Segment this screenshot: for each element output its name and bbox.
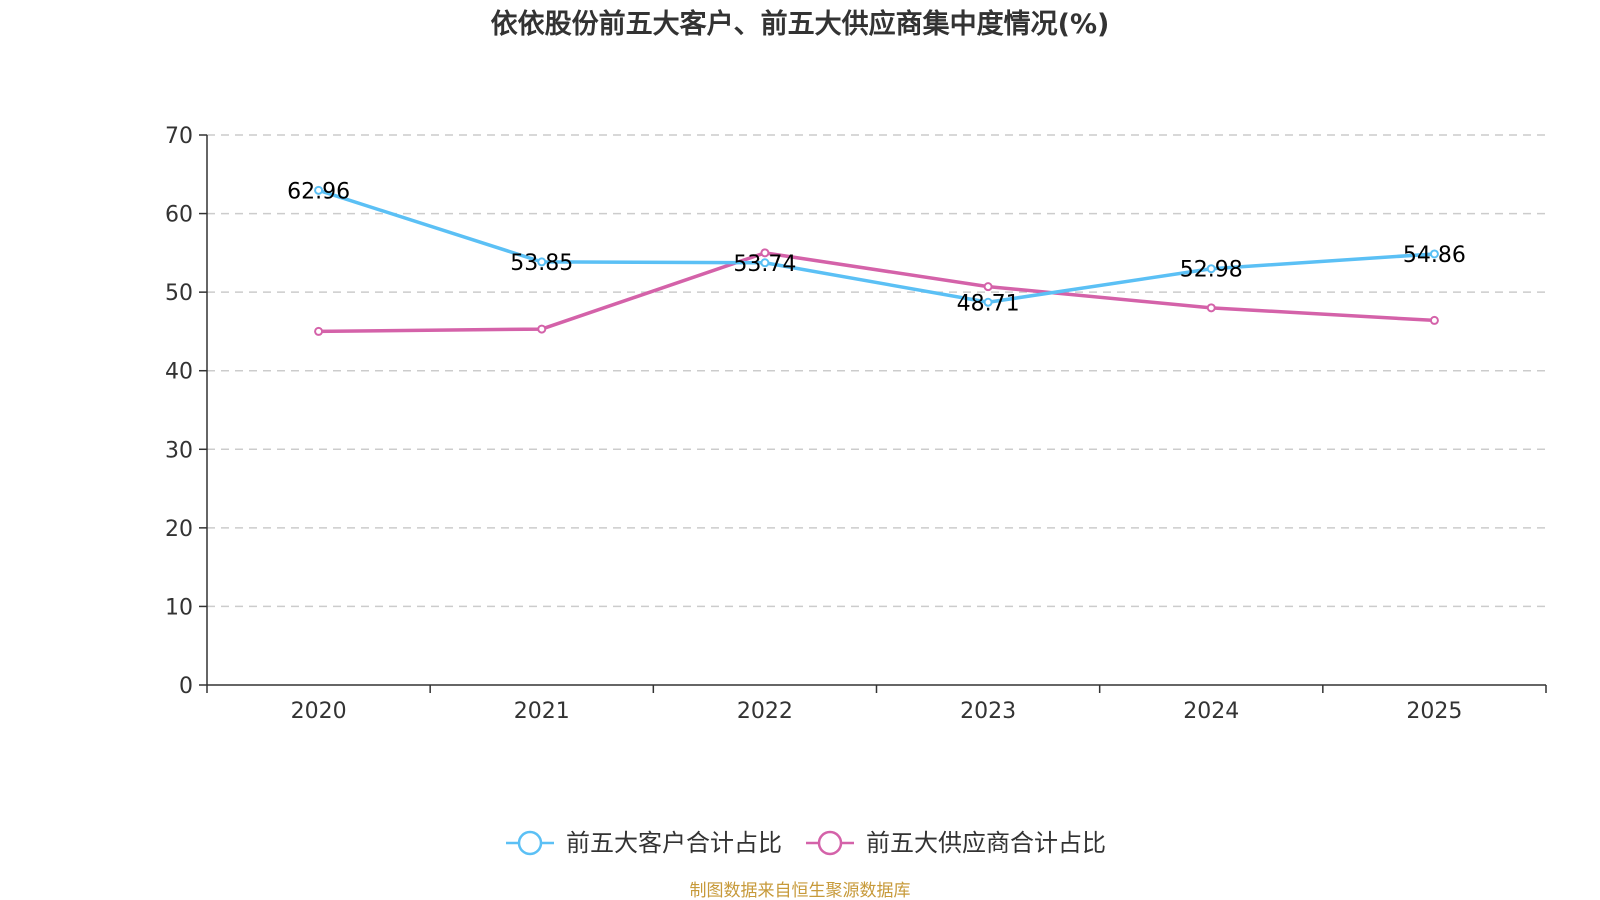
y-tick-label: 50 xyxy=(165,281,193,306)
series-point-0 xyxy=(1429,249,1439,259)
y-tick-label: 20 xyxy=(165,517,193,542)
y-tick-label: 30 xyxy=(165,438,193,463)
x-tick-label: 2020 xyxy=(291,699,347,724)
data-label: 53.74 xyxy=(733,252,796,277)
series-point-0 xyxy=(1206,264,1216,274)
y-tick-label: 70 xyxy=(165,124,193,149)
series-point-1 xyxy=(983,282,993,292)
data-labels: 62.96 53.85 53.74 48.71 52.98 54.86 xyxy=(287,179,1466,316)
y-tick-label: 60 xyxy=(165,203,193,228)
x-tick-label: 2023 xyxy=(960,699,1016,724)
series-point-1 xyxy=(1206,303,1216,313)
series-point-1 xyxy=(537,324,547,334)
legend-label-suppliers: 前五大供应商合计占比 xyxy=(866,829,1106,857)
series-point-0 xyxy=(314,185,324,195)
legend-marker-customers xyxy=(517,830,543,856)
series-point-1 xyxy=(760,248,770,258)
x-tick-label: 2022 xyxy=(737,699,793,724)
source-note: 制图数据来自恒生聚源数据库 xyxy=(690,881,911,900)
legend-item-suppliers[interactable]: 前五大供应商合计占比 xyxy=(806,829,1106,857)
axes: 0 10 20 30 40 50 60 70 2020 2021 2022 2023 2024 2025 xyxy=(165,124,1547,724)
legend[interactable]: 前五大客户合计占比 前五大供应商合计占比 xyxy=(506,829,1106,857)
x-tick-label: 2025 xyxy=(1406,699,1462,724)
y-tick-label: 0 xyxy=(179,674,193,699)
data-label: 54.86 xyxy=(1403,243,1466,268)
series-point-1 xyxy=(1429,315,1439,325)
data-label: 52.98 xyxy=(1180,258,1243,283)
series-line-1 xyxy=(318,251,1435,334)
y-tick-label: 40 xyxy=(165,360,193,385)
data-label: 62.96 xyxy=(287,179,350,204)
series-point-0 xyxy=(983,297,993,307)
legend-item-customers[interactable]: 前五大客户合计占比 xyxy=(506,829,782,857)
y-tick-label: 10 xyxy=(165,595,193,620)
series-point-0 xyxy=(537,257,547,267)
chart-title: 依依股份前五大客户、前五大供应商集中度情况(%) xyxy=(491,8,1110,40)
series-point-0 xyxy=(760,258,770,268)
series-point-1 xyxy=(314,326,324,336)
series-layer xyxy=(314,185,1439,336)
legend-marker-suppliers xyxy=(817,830,843,856)
data-label: 53.85 xyxy=(510,251,573,276)
grid xyxy=(207,134,1546,608)
data-label: 48.71 xyxy=(957,291,1020,316)
legend-label-customers: 前五大客户合计占比 xyxy=(566,829,782,857)
x-tick-label: 2024 xyxy=(1183,699,1239,724)
series-line-0 xyxy=(318,188,1435,305)
x-tick-label: 2021 xyxy=(514,699,570,724)
